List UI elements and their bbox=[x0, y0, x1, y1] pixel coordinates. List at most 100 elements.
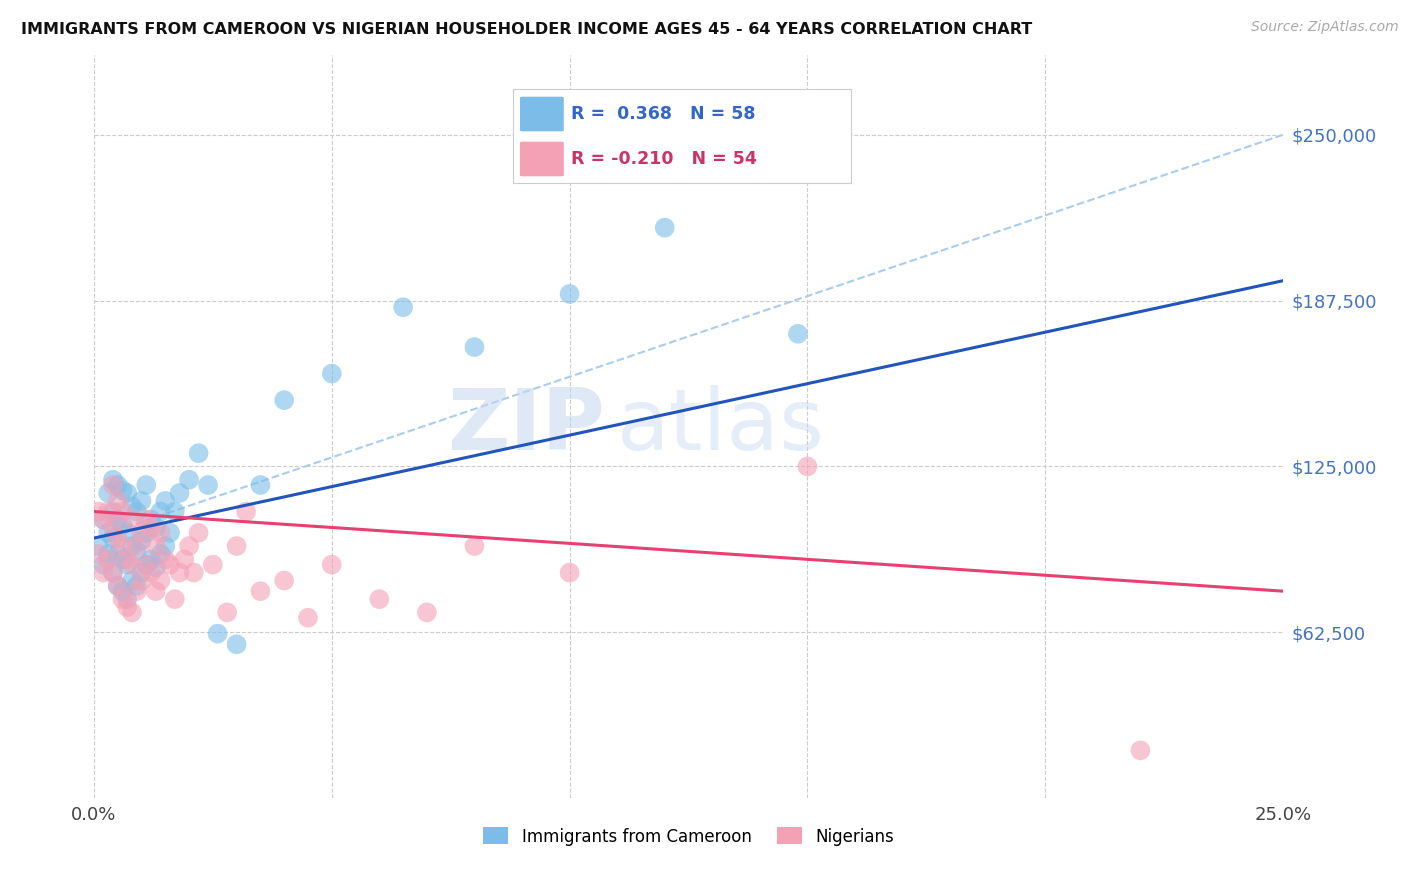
Point bbox=[1129, 743, 1152, 757]
Point bbox=[93, 512, 115, 526]
Point bbox=[145, 520, 167, 534]
Point bbox=[97, 486, 120, 500]
Point bbox=[368, 592, 391, 607]
Point bbox=[392, 300, 415, 314]
Point bbox=[101, 504, 124, 518]
Point bbox=[101, 566, 124, 580]
Point bbox=[297, 610, 319, 624]
Point bbox=[139, 520, 162, 534]
Point bbox=[121, 558, 143, 572]
Point bbox=[183, 566, 205, 580]
Point bbox=[155, 494, 177, 508]
Point bbox=[107, 579, 129, 593]
Point bbox=[107, 494, 129, 508]
Point bbox=[149, 574, 172, 588]
Point bbox=[197, 478, 219, 492]
Point bbox=[135, 478, 157, 492]
Point bbox=[131, 566, 153, 580]
Point bbox=[97, 504, 120, 518]
Point bbox=[787, 326, 810, 341]
Text: ZIP: ZIP bbox=[447, 385, 605, 468]
Point bbox=[149, 504, 172, 518]
Point bbox=[149, 547, 172, 561]
Point bbox=[187, 446, 209, 460]
Point bbox=[177, 539, 200, 553]
Point bbox=[463, 340, 485, 354]
Point bbox=[249, 584, 271, 599]
Point bbox=[87, 547, 110, 561]
Point bbox=[201, 558, 224, 572]
Point bbox=[463, 539, 485, 553]
Point bbox=[97, 547, 120, 561]
Point bbox=[121, 500, 143, 514]
Point bbox=[125, 504, 148, 518]
Point bbox=[101, 566, 124, 580]
FancyBboxPatch shape bbox=[520, 142, 564, 177]
Point bbox=[101, 531, 124, 545]
Point bbox=[145, 560, 167, 574]
Point bbox=[135, 558, 157, 572]
Point bbox=[111, 592, 134, 607]
Point bbox=[93, 512, 115, 526]
Point bbox=[169, 566, 191, 580]
Point bbox=[273, 574, 295, 588]
Point bbox=[131, 494, 153, 508]
Point bbox=[159, 525, 181, 540]
Point bbox=[163, 504, 186, 518]
Point bbox=[187, 525, 209, 540]
Point bbox=[121, 539, 143, 553]
Text: atlas: atlas bbox=[617, 385, 825, 468]
Point bbox=[111, 517, 134, 532]
Point bbox=[416, 606, 439, 620]
Point bbox=[111, 539, 134, 553]
Point bbox=[111, 552, 134, 566]
Point bbox=[97, 525, 120, 540]
Point bbox=[107, 478, 129, 492]
Text: R =  0.368   N = 58: R = 0.368 N = 58 bbox=[571, 105, 755, 123]
Point bbox=[225, 637, 247, 651]
Point bbox=[139, 566, 162, 580]
Point bbox=[139, 552, 162, 566]
Point bbox=[131, 533, 153, 548]
Point bbox=[796, 459, 818, 474]
Point bbox=[107, 512, 129, 526]
Point bbox=[121, 574, 143, 588]
Point bbox=[111, 504, 134, 518]
Point bbox=[159, 558, 181, 572]
Point bbox=[107, 547, 129, 561]
Point bbox=[93, 566, 115, 580]
Point bbox=[558, 287, 581, 301]
Text: IMMIGRANTS FROM CAMEROON VS NIGERIAN HOUSEHOLDER INCOME AGES 45 - 64 YEARS CORRE: IMMIGRANTS FROM CAMEROON VS NIGERIAN HOU… bbox=[21, 22, 1032, 37]
Point bbox=[135, 525, 157, 540]
Point bbox=[558, 566, 581, 580]
Point bbox=[149, 525, 172, 540]
Legend: Immigrants from Cameroon, Nigerians: Immigrants from Cameroon, Nigerians bbox=[484, 828, 894, 846]
Point bbox=[131, 525, 153, 540]
Point bbox=[177, 473, 200, 487]
Point bbox=[115, 592, 138, 607]
Point bbox=[135, 558, 157, 572]
Point bbox=[115, 600, 138, 615]
Point bbox=[145, 539, 167, 553]
Point bbox=[115, 525, 138, 540]
Point bbox=[145, 584, 167, 599]
Point bbox=[101, 520, 124, 534]
Point bbox=[115, 558, 138, 572]
Point bbox=[207, 626, 229, 640]
Point bbox=[121, 606, 143, 620]
Point bbox=[217, 606, 239, 620]
Point bbox=[163, 592, 186, 607]
Point bbox=[111, 584, 134, 599]
Point bbox=[155, 539, 177, 553]
Point bbox=[125, 579, 148, 593]
Point bbox=[135, 512, 157, 526]
Point bbox=[139, 512, 162, 526]
Point bbox=[97, 552, 120, 566]
Point bbox=[111, 483, 134, 498]
Point bbox=[107, 531, 129, 545]
Point bbox=[321, 558, 343, 572]
Point bbox=[125, 544, 148, 558]
Point bbox=[101, 473, 124, 487]
Point bbox=[121, 512, 143, 526]
Text: R = -0.210   N = 54: R = -0.210 N = 54 bbox=[571, 150, 756, 168]
